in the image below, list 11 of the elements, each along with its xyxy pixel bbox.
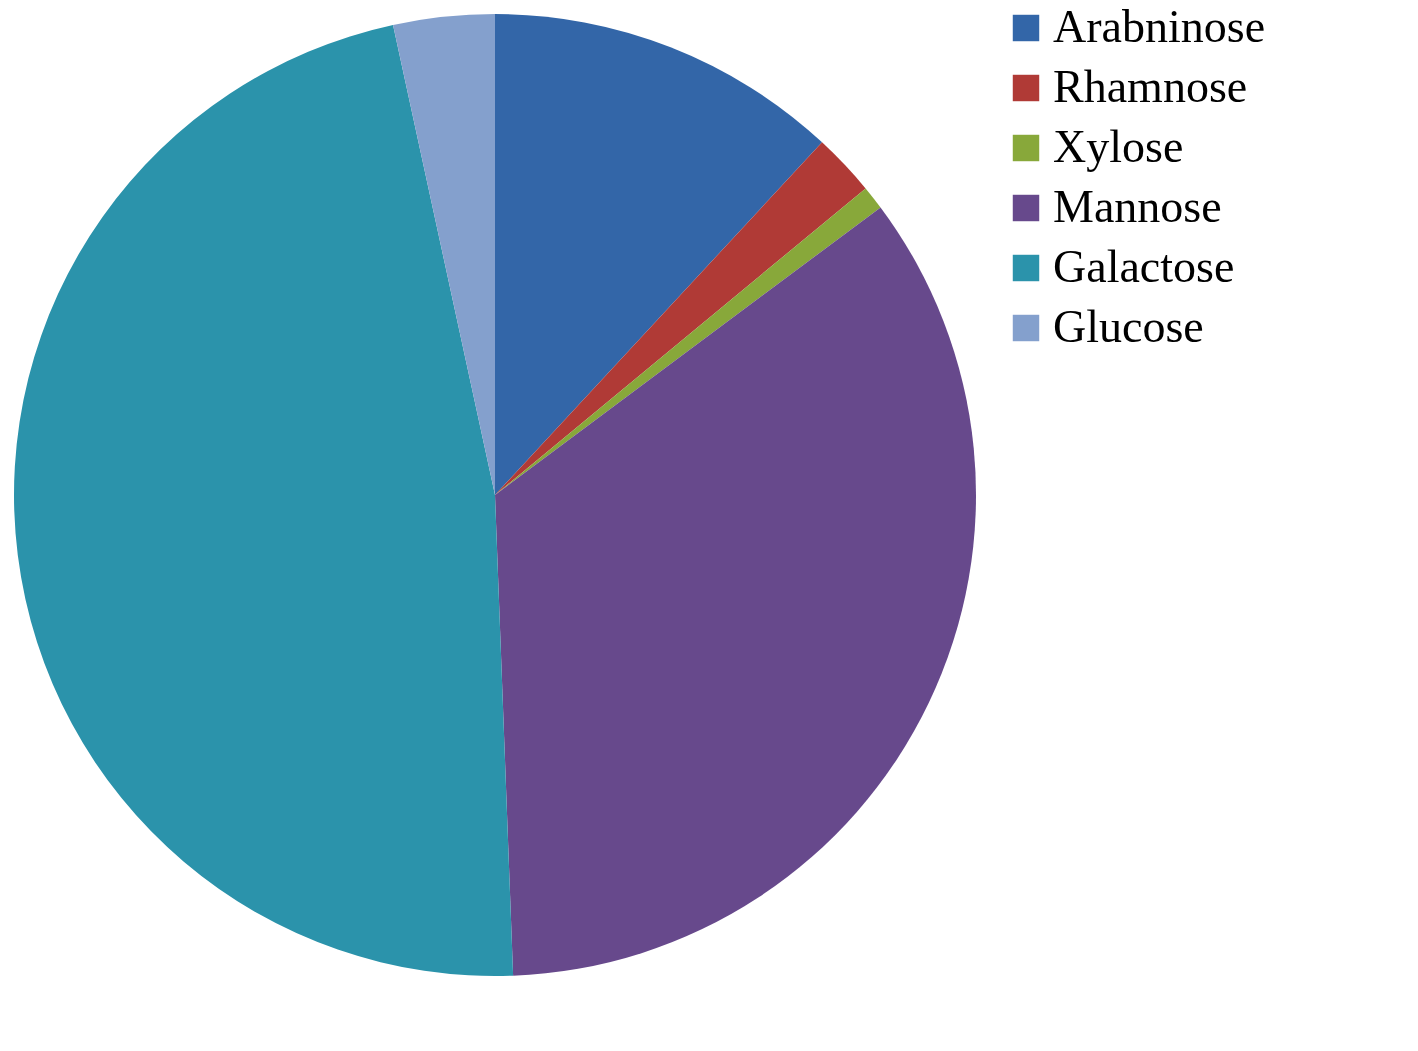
legend-label: Mannose	[1053, 181, 1222, 232]
pie-slice	[393, 14, 495, 495]
pie-slice	[495, 14, 823, 495]
legend-label: Arabninose	[1053, 1, 1266, 52]
pie-slice	[495, 207, 976, 976]
pie-slice	[14, 24, 514, 976]
legend-label: Xylose	[1053, 121, 1184, 172]
legend-label: Rhamnose	[1053, 61, 1248, 112]
legend-label: Galactose	[1053, 241, 1235, 292]
pie-slice	[495, 142, 866, 495]
legend-label: Glucose	[1053, 301, 1204, 352]
